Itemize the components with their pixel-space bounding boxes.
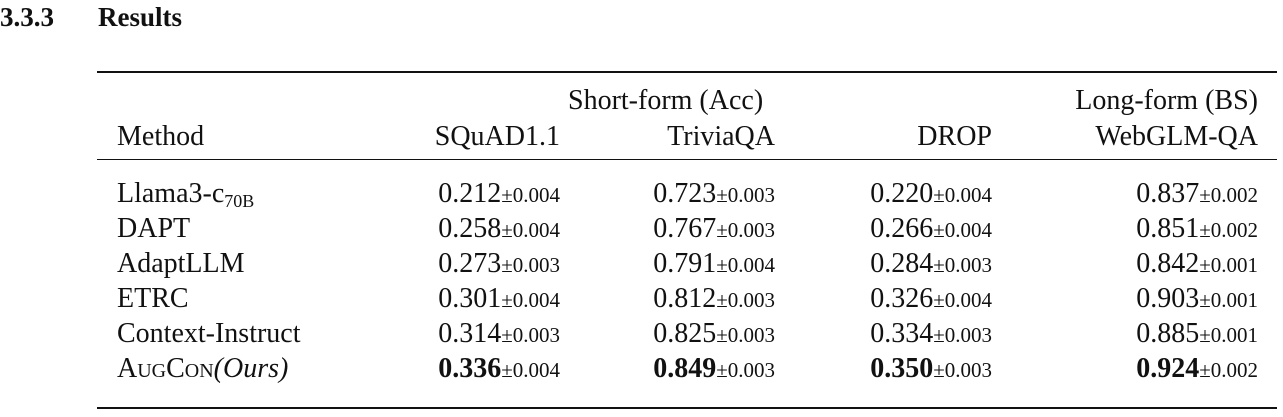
cell-value: 0.842 [1136,248,1200,279]
cell-std: ±0.002 [1199,183,1258,207]
cell-value: 0.301 [438,283,502,314]
cell-value: 0.273 [438,248,502,279]
group-header-short-form: Short-form (Acc) [568,85,764,116]
table-cell: 0.812±0.003 [653,283,775,316]
cell-value: 0.284 [870,248,934,279]
cell-value: 0.837 [1136,178,1200,209]
table-cell: 0.220±0.004 [870,178,992,211]
bottom-rule [97,407,1277,409]
section-number: 3.3.3 [0,2,54,32]
column-header-webglm: WebGLM-QA [1095,121,1258,152]
table-cell: 0.924±0.002 [1136,353,1258,386]
table-cell: 0.336±0.004 [438,353,560,386]
method-subscript: 70B [224,191,255,211]
row-method: AdaptLLM [117,248,245,280]
table-cell: 0.258±0.004 [438,213,560,246]
cell-std: ±0.002 [1199,218,1258,242]
cell-value: 0.849 [653,353,717,384]
cell-value: 0.903 [1136,283,1200,314]
method-name: AdaptLLM [117,248,245,279]
method-name: AugCon [117,353,214,384]
cell-std: ±0.004 [716,253,775,277]
table-cell: 0.825±0.003 [653,318,775,351]
cell-value: 0.258 [438,213,502,244]
cell-value: 0.791 [653,248,717,279]
method-name: Context-Instruct [117,318,301,349]
cell-value: 0.767 [653,213,717,244]
cell-std: ±0.004 [933,183,992,207]
table-cell: 0.266±0.004 [870,213,992,246]
group-header-long-form: Long-form (BS) [1075,85,1258,116]
method-name: Llama3-c [117,178,225,209]
row-method: DAPT [117,213,190,245]
cell-value: 0.851 [1136,213,1200,244]
cell-std: ±0.003 [933,358,992,382]
table-cell: 0.212±0.004 [438,178,560,211]
table-cell: 0.842±0.001 [1136,248,1258,281]
cell-std: ±0.003 [933,323,992,347]
cell-std: ±0.001 [1199,288,1258,312]
cell-value: 0.326 [870,283,934,314]
cell-value: 0.266 [870,213,934,244]
table-cell: 0.350±0.003 [870,353,992,386]
column-header-squad: SQuAD1.1 [434,121,560,152]
cell-std: ±0.004 [501,288,560,312]
column-header-drop: DROP [917,121,992,152]
section-heading: 3.3.3 Results [0,2,182,33]
cell-value: 0.812 [653,283,717,314]
top-rule [97,71,1277,73]
cell-std: ±0.003 [716,288,775,312]
cell-std: ±0.004 [933,288,992,312]
cell-value: 0.825 [653,318,717,349]
cell-value: 0.220 [870,178,934,209]
table-cell: 0.767±0.003 [653,213,775,246]
table-cell: 0.903±0.001 [1136,283,1258,316]
row-method: Context-Instruct [117,318,301,350]
row-method: ETRC [117,283,189,315]
table-cell: 0.284±0.003 [870,248,992,281]
column-header-triviaqa: TriviaQA [667,121,775,152]
cell-std: ±0.001 [1199,323,1258,347]
method-name: DAPT [117,213,191,244]
cell-std: ±0.004 [933,218,992,242]
table-cell: 0.326±0.004 [870,283,992,316]
cell-std: ±0.003 [716,323,775,347]
cell-std: ±0.003 [716,358,775,382]
table-cell: 0.837±0.002 [1136,178,1258,211]
table-cell: 0.849±0.003 [653,353,775,386]
cell-value: 0.336 [438,353,502,384]
cell-std: ±0.003 [501,323,560,347]
column-header-method: Method [117,121,205,152]
table-cell: 0.301±0.004 [438,283,560,316]
cell-std: ±0.002 [1199,358,1258,382]
table-cell: 0.334±0.003 [870,318,992,351]
cell-value: 0.924 [1136,353,1200,384]
table-cell: 0.314±0.003 [438,318,560,351]
table-cell: 0.885±0.001 [1136,318,1258,351]
row-method: Llama3-c70B [117,178,254,217]
cell-value: 0.314 [438,318,502,349]
cell-std: ±0.004 [501,183,560,207]
cell-std: ±0.003 [716,218,775,242]
table-cell: 0.273±0.003 [438,248,560,281]
table-cell: 0.851±0.002 [1136,213,1258,246]
table-cell: 0.723±0.003 [653,178,775,211]
cell-value: 0.334 [870,318,934,349]
section-title: Results [98,2,183,32]
cell-std: ±0.001 [1199,253,1258,277]
cell-std: ±0.003 [501,253,560,277]
cell-std: ±0.004 [501,218,560,242]
cell-value: 0.723 [653,178,717,209]
cell-std: ±0.004 [501,358,560,382]
cell-std: ±0.003 [716,183,775,207]
method-suffix: (Ours) [213,353,289,384]
cell-value: 0.212 [438,178,502,209]
table-cell: 0.791±0.004 [653,248,775,281]
row-method: AugCon(Ours) [117,353,288,385]
cell-value: 0.885 [1136,318,1200,349]
method-name: ETRC [117,283,189,314]
mid-rule [97,159,1277,160]
cell-std: ±0.003 [933,253,992,277]
cell-value: 0.350 [870,353,934,384]
